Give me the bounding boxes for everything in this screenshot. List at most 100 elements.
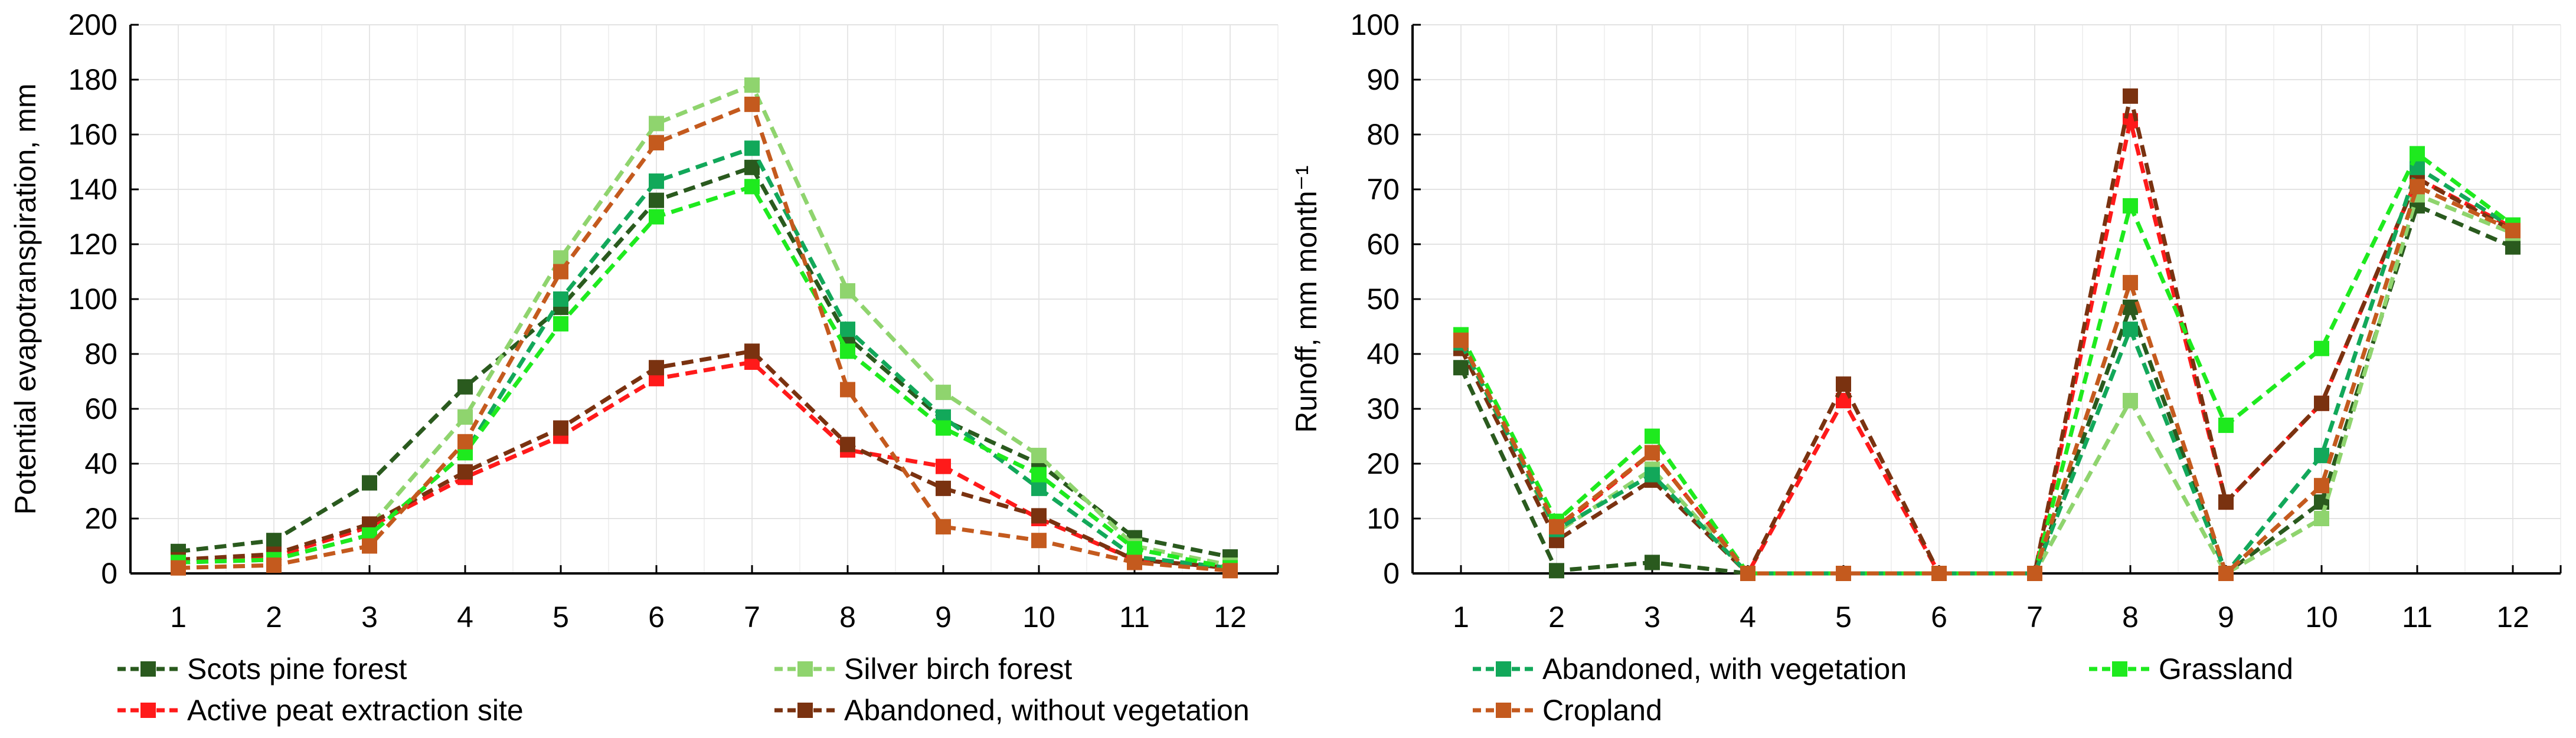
data-point [744,343,760,359]
y-tick-label: 140 [68,173,117,206]
data-point [1127,541,1142,557]
data-point [2410,179,2425,195]
y-tick-label: 40 [1367,337,1400,370]
legend-marker-icon [1496,703,1511,718]
series-line [178,360,1231,570]
x-tick-label: 4 [457,601,473,634]
x-tick-label: 7 [2026,601,2043,634]
series-line [1459,184,2514,576]
x-tick-label: 10 [1022,601,1055,634]
x-tick-label: 7 [744,601,760,634]
legend: Abandoned, with vegetation Grassland Cropl… [1473,652,2293,727]
data-point [362,475,377,491]
data-point [936,480,951,496]
series-cropland [171,96,1238,579]
data-point [266,533,282,549]
series-line [178,165,1231,559]
data-point [1836,376,1851,392]
series-line [1459,152,2515,576]
legend-label: Active peat extraction site [187,694,524,727]
series-line [178,146,1231,570]
data-point [2218,417,2234,433]
data-point [936,519,951,534]
y-tick-label: 90 [1367,63,1400,96]
data-point [649,173,664,189]
series-line [1459,119,2514,576]
data-point [2410,146,2425,162]
data-point [2314,511,2329,526]
y-tick-label: 30 [1367,392,1400,425]
y-tick-label: 180 [68,63,117,96]
x-tick-label: 2 [1548,601,1565,634]
y-axis-label: Runoff, mm month⁻¹ [1290,165,1323,432]
legend-marker-icon [2112,661,2127,677]
y-tick-label: 0 [1383,557,1400,590]
data-point [2123,88,2138,104]
data-point [1222,563,1238,579]
data-point [1127,555,1142,570]
data-point [2123,198,2138,214]
data-point [2314,478,2329,494]
x-tick-label: 5 [1835,601,1852,634]
data-point [2314,448,2329,464]
data-point [266,557,282,573]
data-point [1645,555,1660,570]
legend-item: Abandoned, without vegetation [774,694,1250,727]
data-point [2123,393,2138,409]
data-point [744,140,760,156]
data-point [553,316,568,332]
x-tick-label: 10 [2305,601,2338,634]
data-point [840,382,855,398]
legend-label: Scots pine forest [187,652,407,685]
legend-item: Scots pine forest [117,652,407,685]
data-point [2123,275,2138,291]
y-tick-label: 0 [101,557,117,590]
legend-item: Abandoned, with vegetation [1473,652,1907,685]
y-tick-label: 70 [1367,173,1400,206]
y-tick-label: 120 [68,228,117,261]
data-point [457,379,473,395]
data-point [553,264,568,280]
data-point [936,420,951,436]
data-point [840,322,855,337]
legend-marker-icon [1496,661,1511,677]
y-tick-label: 50 [1367,283,1400,316]
y-tick-label: 20 [84,502,117,535]
data-point [1549,519,1564,534]
x-tick-label: 9 [2218,601,2234,634]
data-point [1645,445,1660,461]
x-tick-label: 3 [361,601,378,634]
data-point [2123,322,2138,337]
series-line [178,349,1231,570]
x-tick-label: 8 [839,601,856,634]
x-tick-label: 5 [553,601,569,634]
data-point [457,434,473,450]
legend-item: Cropland [1473,694,1662,727]
legend: Scots pine forest Silver birch forest Acti… [117,652,1250,727]
data-point [2218,494,2234,510]
data-point [457,409,473,425]
data-point [649,116,664,132]
y-tick-label: 160 [68,118,117,151]
data-point [1031,480,1047,496]
data-point [649,209,664,225]
x-tick-label: 11 [1119,601,1150,634]
data-point [649,192,664,208]
series-cropland [1453,179,2521,581]
x-tick-label: 9 [935,601,952,634]
legend-marker-icon [140,661,156,677]
data-point [2505,239,2521,255]
data-point [840,437,855,452]
x-tick-label: 12 [2496,601,2529,634]
y-tick-label: 20 [1367,447,1400,480]
data-point [1645,467,1660,483]
y-tick-label: 200 [68,8,117,41]
legend-marker-icon [797,703,813,718]
x-tick-label: 3 [1644,601,1660,634]
data-point [1549,563,1564,579]
data-point [744,179,760,195]
x-tick-label: 1 [170,601,187,634]
